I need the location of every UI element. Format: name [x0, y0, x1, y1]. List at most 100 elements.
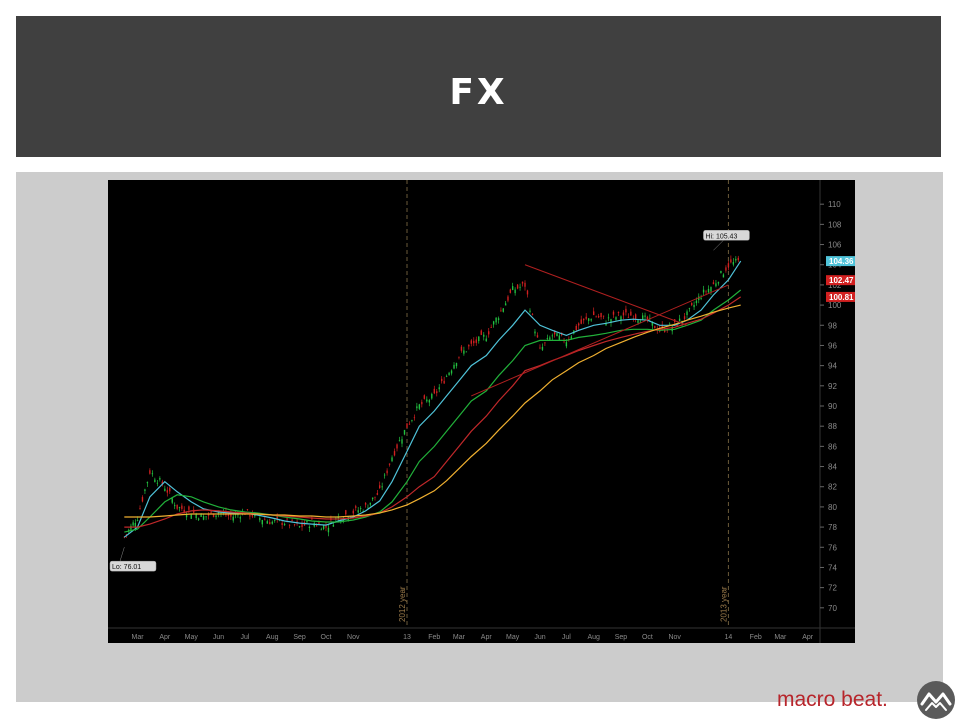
candle-body: [151, 473, 154, 475]
candle-body: [171, 498, 173, 503]
candle-body: [202, 515, 205, 520]
price-tag-label: 104.36: [829, 257, 854, 266]
x-tick-label: Feb: [750, 634, 762, 641]
x-tick-label: Apr: [159, 634, 171, 641]
x-tick-label: Apr: [481, 634, 493, 641]
candle-body: [325, 526, 327, 528]
candle-body: [587, 318, 590, 321]
candle-body: [408, 423, 411, 425]
title-bar: FX: [16, 16, 941, 157]
candle-body: [357, 510, 359, 513]
candle-body: [644, 315, 646, 317]
candle-body: [438, 387, 440, 390]
candle-body: [421, 401, 423, 405]
candle-body: [306, 520, 308, 523]
candle-body: [445, 375, 448, 377]
annotation-box: [703, 230, 750, 241]
candle-body: [500, 310, 502, 312]
candle-body: [455, 363, 458, 367]
y-tick-label: 76: [828, 543, 837, 552]
candle-body: [200, 513, 202, 517]
candle-body: [418, 404, 421, 409]
candle-body: [693, 304, 695, 308]
candle-body: [602, 315, 605, 317]
candle-body: [480, 330, 482, 335]
candle-body: [460, 346, 463, 351]
candle-body: [463, 350, 465, 354]
trendline: [471, 284, 729, 397]
y-tick-label: 94: [828, 362, 837, 371]
candle-body: [130, 525, 132, 530]
candle-body: [580, 319, 582, 324]
trendline: [524, 264, 688, 326]
x-tick-label: Sep: [293, 634, 306, 641]
candle-body: [207, 513, 210, 516]
candle-body: [185, 514, 188, 518]
candle-body: [237, 514, 239, 516]
candle-body: [288, 524, 291, 526]
candle-body: [345, 510, 347, 515]
candle-body: [544, 342, 546, 344]
candle-body: [488, 331, 490, 335]
candle-body: [136, 520, 139, 521]
mountain-logo-icon: [917, 681, 955, 719]
slide-title: FX: [449, 72, 508, 113]
y-tick-label: 106: [828, 241, 842, 250]
candle-body: [683, 316, 686, 320]
candle-body: [183, 509, 185, 513]
candle-body: [217, 512, 220, 514]
x-tick-label: Mar: [132, 634, 145, 641]
x-tick-label: Mar: [774, 634, 787, 641]
candle-body: [416, 406, 418, 409]
candle-body: [722, 274, 725, 278]
candle-body: [266, 521, 268, 524]
candle-body: [212, 513, 215, 518]
candle-body: [308, 526, 311, 529]
candle-body: [712, 282, 715, 285]
candle-body: [222, 512, 225, 514]
candle-body: [337, 516, 340, 520]
y-tick-label: 100: [828, 301, 842, 310]
candle-body: [259, 517, 261, 521]
candle-body: [371, 497, 374, 500]
x-tick-label: Nov: [668, 634, 681, 641]
candle-body: [490, 327, 492, 328]
candle-body: [511, 286, 514, 290]
candle-body: [730, 259, 732, 263]
x-tick-label: Oct: [642, 634, 653, 641]
candle-body: [585, 316, 587, 319]
candle-body: [495, 317, 497, 323]
brand-text: macro beat.: [777, 688, 888, 711]
candle-body: [327, 527, 330, 533]
candle-body: [443, 380, 445, 384]
x-tick-label: Jun: [213, 634, 224, 641]
candle-body: [720, 271, 722, 273]
moving-average-line: [123, 260, 742, 538]
candle-body: [298, 526, 301, 528]
candle-body: [502, 308, 504, 312]
y-tick-label: 90: [828, 402, 837, 411]
x-tick-label: Jun: [534, 634, 545, 641]
fx-price-chart: 7072747678808284868890929496981001021041…: [108, 180, 855, 643]
candle-body: [146, 481, 149, 484]
candle-body: [271, 521, 273, 524]
candle-body: [448, 372, 450, 376]
x-tick-label: Nov: [347, 634, 360, 641]
x-tick-label: 13: [403, 634, 411, 641]
candle-body: [220, 512, 222, 514]
candle-body: [702, 289, 705, 293]
price-tag: [826, 275, 855, 286]
candle-body: [291, 519, 293, 521]
y-tick-label: 80: [828, 503, 837, 512]
y-tick-label: 102: [828, 281, 842, 290]
x-tick-label: 14: [725, 634, 733, 641]
candle-body: [332, 524, 335, 527]
candle-body: [717, 282, 720, 284]
candle-body: [367, 507, 369, 509]
candle-body: [556, 333, 558, 337]
y-tick-label: 74: [828, 563, 837, 572]
candle-body: [592, 311, 595, 316]
candle-body: [492, 321, 495, 325]
chart-background: [108, 180, 855, 643]
candle-body: [639, 321, 642, 324]
